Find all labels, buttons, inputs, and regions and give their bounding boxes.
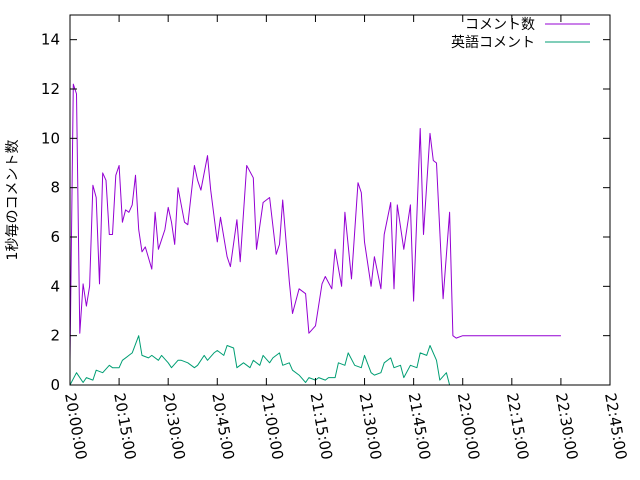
y-tick-label: 6 [50, 228, 60, 246]
y-tick-label: 12 [41, 80, 60, 98]
y-tick-label: 10 [41, 129, 60, 147]
y-tick-label: 14 [41, 31, 60, 49]
legend-label-0: コメント数 [465, 17, 535, 33]
legend-label-1: 英語コメント [451, 34, 535, 51]
y-tick-label: 2 [50, 327, 60, 345]
y-axis-label: 1秒毎のコメント数 [5, 140, 21, 261]
y-tick-label: 8 [50, 179, 60, 197]
y-tick-label: 4 [50, 277, 60, 295]
y-tick-label: 0 [50, 376, 60, 394]
